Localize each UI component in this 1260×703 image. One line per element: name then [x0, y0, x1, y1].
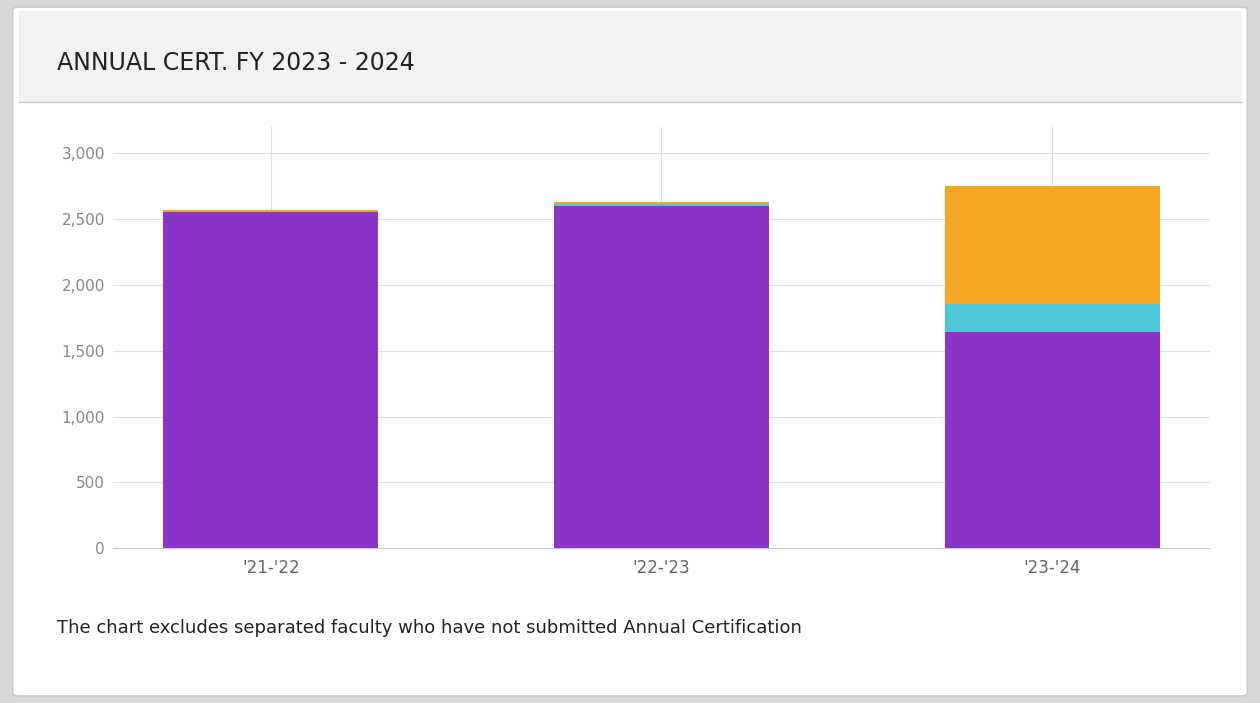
Text: The chart excludes separated faculty who have not submitted Annual Certification: The chart excludes separated faculty who…: [57, 619, 801, 637]
Bar: [945, 304, 1159, 333]
Bar: [164, 212, 378, 548]
Bar: [164, 210, 378, 212]
Legend: Accepted AC, In Process AC, Not Submitted AC: Accepted AC, In Process AC, Not Submitte…: [404, 67, 919, 94]
Bar: [554, 206, 769, 548]
Bar: [945, 186, 1159, 304]
Bar: [554, 205, 769, 206]
Bar: [554, 202, 769, 205]
Bar: [945, 333, 1159, 548]
Text: ANNUAL CERT. FY 2023 - 2024: ANNUAL CERT. FY 2023 - 2024: [57, 51, 415, 75]
